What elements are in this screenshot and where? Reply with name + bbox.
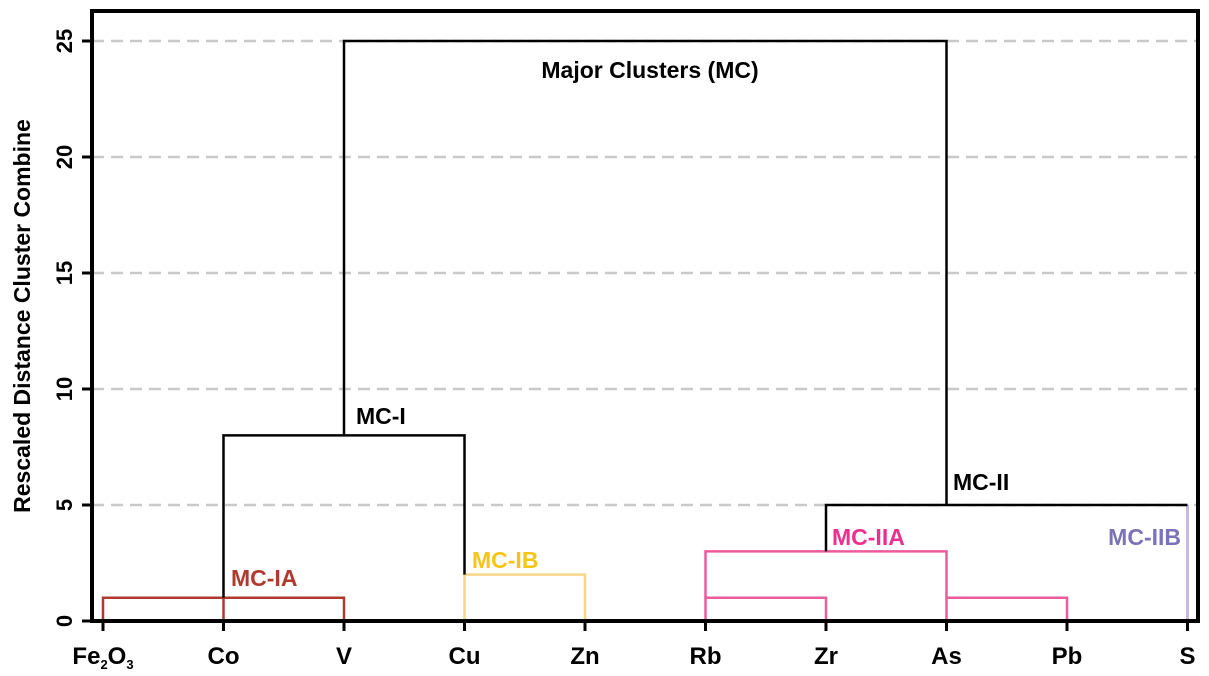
dendrogram-link	[704, 596, 828, 621]
cluster-annotation: MC-I	[356, 403, 406, 429]
y-tick-label: 10	[52, 377, 77, 401]
x-axis: Fe2O3 Co V Cu Zn Rb Zr As Pb S	[72, 621, 1196, 672]
cluster-annotation: MC-II	[953, 469, 1009, 495]
plot-frame	[90, 9, 1200, 623]
y-tick-label: 15	[52, 261, 77, 285]
y-axis-label: Rescaled Distance Cluster Combine	[9, 119, 35, 513]
leaf-label: Rb	[690, 643, 722, 670]
dendrogram-link	[704, 550, 948, 598]
y-tick-label: 25	[52, 29, 77, 53]
y-tick-label: 5	[52, 499, 77, 511]
dendrogram-link	[945, 596, 1069, 621]
dendrogram-link	[463, 573, 587, 621]
leaf-label: Cu	[449, 643, 481, 670]
dendrogram-link	[824, 503, 1188, 552]
leaf-label: As	[931, 643, 962, 670]
leaf-label: Zr	[814, 643, 838, 670]
leaf-label: Zn	[570, 643, 599, 670]
cluster-annotation: MC-IB	[472, 547, 538, 573]
leaf-label: Pb	[1052, 643, 1083, 670]
leaf-label: S	[1179, 643, 1195, 670]
leaf-label: V	[336, 643, 352, 670]
cluster-annotation: MC-IA	[231, 565, 297, 591]
cluster-annotation: Major Clusters (MC)	[541, 57, 758, 83]
y-tick-label: 0	[52, 615, 77, 627]
y-axis: 0 5 10 15 20 25	[52, 29, 92, 627]
dendrogram-link	[342, 39, 948, 505]
cluster-annotation: MC-IIA	[832, 524, 905, 550]
cluster-annotation: MC-IIB	[1108, 524, 1181, 550]
annotations: Major Clusters (MC) MC-I MC-II MC-IA MC-IB MC…	[231, 57, 1181, 591]
leaf-label: Co	[208, 643, 240, 670]
y-tick-label: 20	[52, 145, 77, 169]
dendrogram-links	[101, 39, 1189, 621]
leaf-label: Fe2O3	[72, 643, 133, 672]
